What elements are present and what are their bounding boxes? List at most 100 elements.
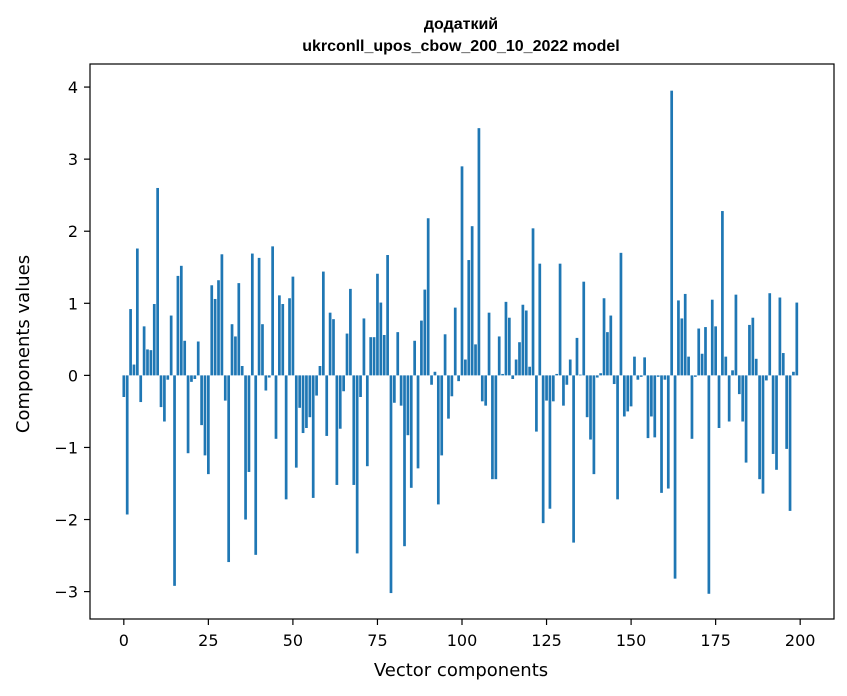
bar-56	[311, 375, 315, 498]
bar-21	[193, 375, 197, 379]
bar-101	[464, 359, 467, 376]
bar-74	[372, 337, 376, 376]
bar-82	[399, 375, 403, 406]
bar-179	[727, 375, 731, 422]
x-tick-label: 125	[531, 631, 562, 650]
bar-62	[332, 319, 335, 376]
bar-79	[389, 375, 393, 594]
bar-119	[524, 310, 528, 376]
bar-0	[122, 375, 126, 397]
bar-147	[619, 252, 623, 376]
bar-120	[528, 366, 531, 376]
bar-50	[291, 276, 295, 376]
bar-80	[393, 375, 396, 403]
bar-89	[423, 289, 427, 376]
x-tick-label: 0	[119, 631, 129, 650]
bar-183	[741, 375, 745, 422]
bar-187	[754, 358, 758, 376]
bar-75	[376, 273, 379, 376]
bar-138	[589, 375, 592, 440]
bar-105	[477, 128, 481, 376]
bar-16	[176, 275, 180, 376]
bar-151	[633, 356, 636, 376]
bar-43	[267, 375, 271, 378]
bar-8	[149, 350, 153, 376]
bar-45	[274, 375, 278, 439]
bar-145	[612, 375, 616, 385]
bar-39	[254, 375, 258, 555]
bar-9	[152, 304, 156, 376]
bar-156	[650, 375, 653, 417]
bar-124	[541, 375, 545, 524]
bar-1	[125, 375, 129, 515]
bar-150	[629, 375, 633, 407]
plot-frame	[89, 63, 835, 620]
bar-54	[305, 375, 308, 428]
bar-142	[602, 298, 606, 376]
bar-158	[656, 375, 660, 377]
bar-15	[173, 375, 176, 586]
bar-135	[579, 374, 582, 376]
bar-170	[697, 328, 701, 376]
bar-104	[474, 344, 477, 376]
bar-67	[349, 288, 352, 376]
bar-155	[646, 375, 650, 439]
x-tick-label: 25	[198, 631, 218, 650]
y-tick-label: 3	[68, 150, 78, 169]
bar-34	[237, 283, 241, 376]
bar-159	[660, 375, 663, 493]
bar-185	[748, 324, 751, 376]
bar-14	[169, 315, 173, 376]
bar-65	[342, 375, 345, 392]
bar-25	[207, 375, 210, 475]
bar-29	[220, 254, 224, 376]
bar-165	[680, 318, 684, 376]
bar-97	[450, 375, 454, 397]
bar-136	[582, 281, 586, 376]
bar-128	[555, 373, 559, 376]
bar-122	[535, 375, 538, 432]
bar-73	[369, 337, 373, 376]
bar-139	[592, 375, 596, 475]
bar-60	[325, 375, 329, 436]
bar-169	[693, 375, 697, 377]
bar-109	[491, 375, 494, 480]
bar-167	[687, 356, 690, 376]
bar-153	[639, 375, 643, 377]
bar-132	[568, 359, 572, 376]
bar-28	[217, 280, 220, 376]
bar-69	[355, 375, 359, 554]
bar-133	[572, 375, 575, 543]
x-tick-label: 200	[785, 631, 816, 650]
x-tick-label: 100	[447, 631, 478, 650]
y-tick-label: −2	[54, 511, 78, 530]
bar-162	[670, 90, 674, 376]
y-tick-label: 4	[68, 78, 78, 97]
bar-176	[717, 375, 721, 428]
bar-66	[345, 333, 349, 376]
bar-102	[467, 260, 471, 376]
bar-157	[653, 375, 657, 438]
bar-19	[186, 375, 190, 454]
bar-37	[247, 375, 251, 472]
bar-59	[321, 271, 325, 376]
bar-168	[690, 375, 694, 439]
bar-164	[677, 300, 680, 376]
y-axis-label: Components values	[13, 255, 34, 433]
bar-194	[778, 297, 782, 376]
bar-68	[352, 375, 356, 485]
bar-113	[504, 301, 508, 376]
bar-149	[626, 375, 630, 412]
bar-78	[386, 255, 389, 376]
bar-52	[298, 375, 302, 408]
bar-106	[480, 375, 484, 402]
bar-188	[758, 375, 761, 480]
bar-152	[636, 375, 640, 380]
bar-126	[548, 375, 552, 509]
bar-85	[409, 375, 413, 488]
x-axis-label: Vector components	[374, 660, 548, 681]
bar-107	[484, 375, 488, 406]
bar-63	[335, 375, 339, 485]
bar-127	[551, 375, 555, 402]
